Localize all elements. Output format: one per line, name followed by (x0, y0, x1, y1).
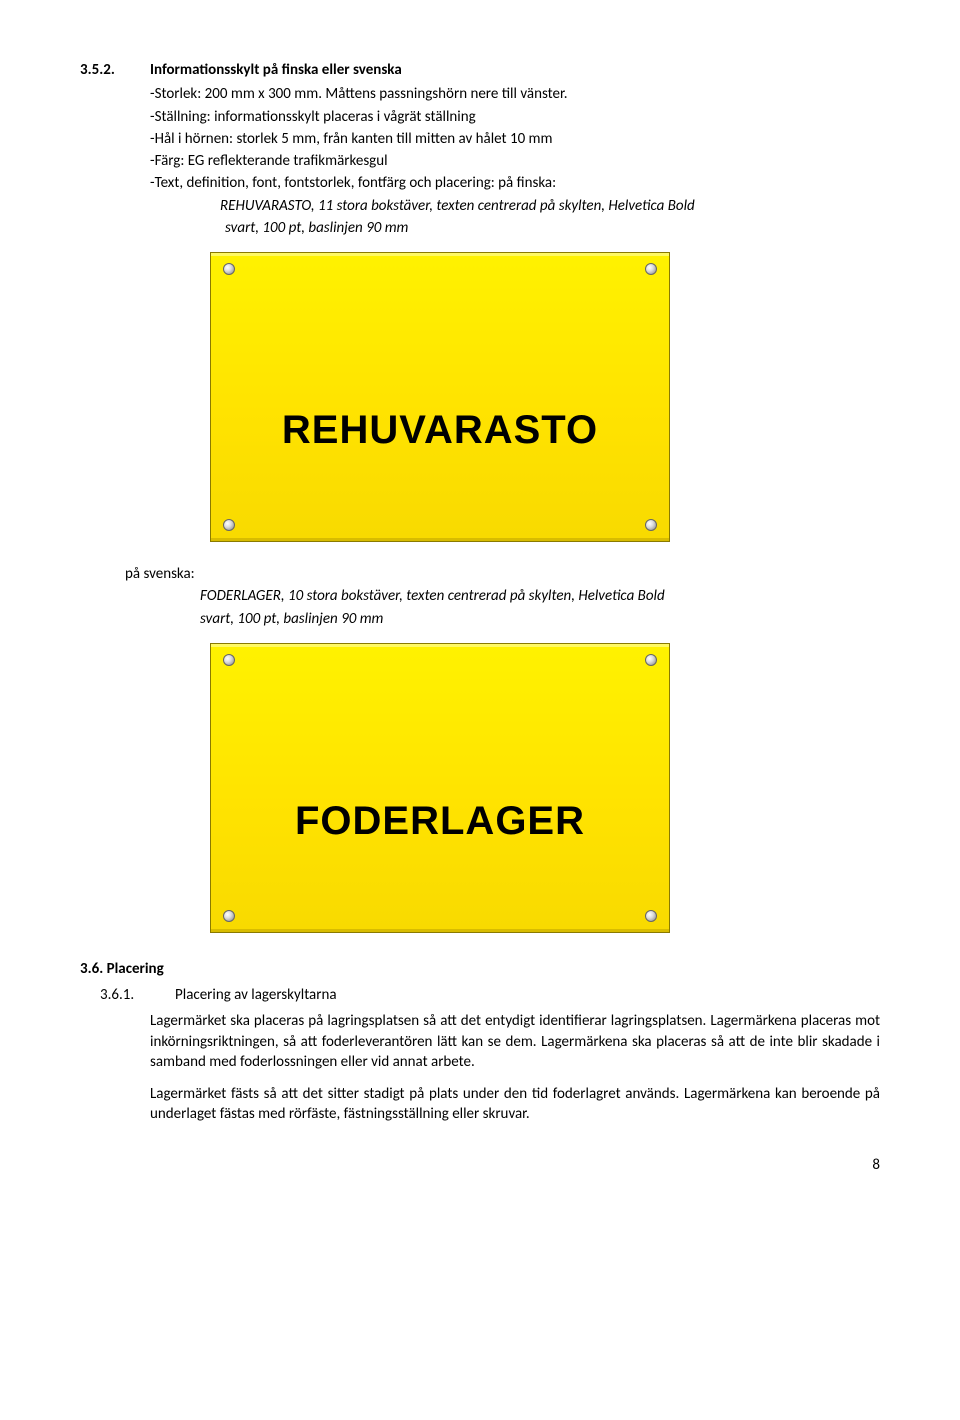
bolt-icon (223, 519, 235, 531)
sign-text: FODERLAGER (211, 794, 669, 848)
finnish-def-line2: svart, 100 pt, baslinjen 90 mm (225, 218, 880, 238)
paragraph-1: Lagermärket ska placeras på lagringsplat… (150, 1011, 880, 1072)
bolt-icon (645, 654, 657, 666)
swedish-def-line1: FODERLAGER, 10 stora bokstäver, texten c… (200, 586, 880, 606)
heading-3-6: 3.6. Placering (80, 959, 880, 979)
page-number: 8 (80, 1155, 880, 1175)
bolt-icon (645, 519, 657, 531)
swedish-def-line2: svart, 100 pt, baslinjen 90 mm (200, 609, 880, 629)
bolt-icon (223, 910, 235, 922)
finnish-def-line1: REHUVARASTO, 11 stora bokstäver, texten … (220, 196, 880, 216)
bullet-size: -Storlek: 200 mm x 300 mm. Måttens passn… (150, 84, 880, 104)
subsection-title: Placering av lagerskyltarna (175, 985, 880, 1005)
bullet-holes: -Hål i hörnen: storlek 5 mm, från kanten… (150, 129, 880, 149)
bolt-icon (223, 263, 235, 275)
paragraph-2: Lagermärket fästs så att det sitter stad… (150, 1084, 880, 1125)
subsection-number: 3.6.1. (100, 985, 155, 1005)
sign-rehuvarasto: REHUVARASTO (210, 252, 670, 542)
sign-text: REHUVARASTO (211, 403, 669, 457)
bullet-color: -Färg: EG reflekterande trafikmärkesgul (150, 151, 880, 171)
bolt-icon (645, 263, 657, 275)
swedish-label: på svenska: (125, 564, 880, 584)
bolt-icon (223, 654, 235, 666)
bullet-orientation: -Ställning: informationsskylt placeras i… (150, 107, 880, 127)
sign-foderlager: FODERLAGER (210, 643, 670, 933)
section-title: Informationsskylt på finska eller svensk… (150, 60, 880, 80)
bullet-text-def: -Text, definition, font, fontstorlek, fo… (150, 173, 880, 193)
bolt-icon (645, 910, 657, 922)
section-number: 3.5.2. (80, 60, 130, 80)
